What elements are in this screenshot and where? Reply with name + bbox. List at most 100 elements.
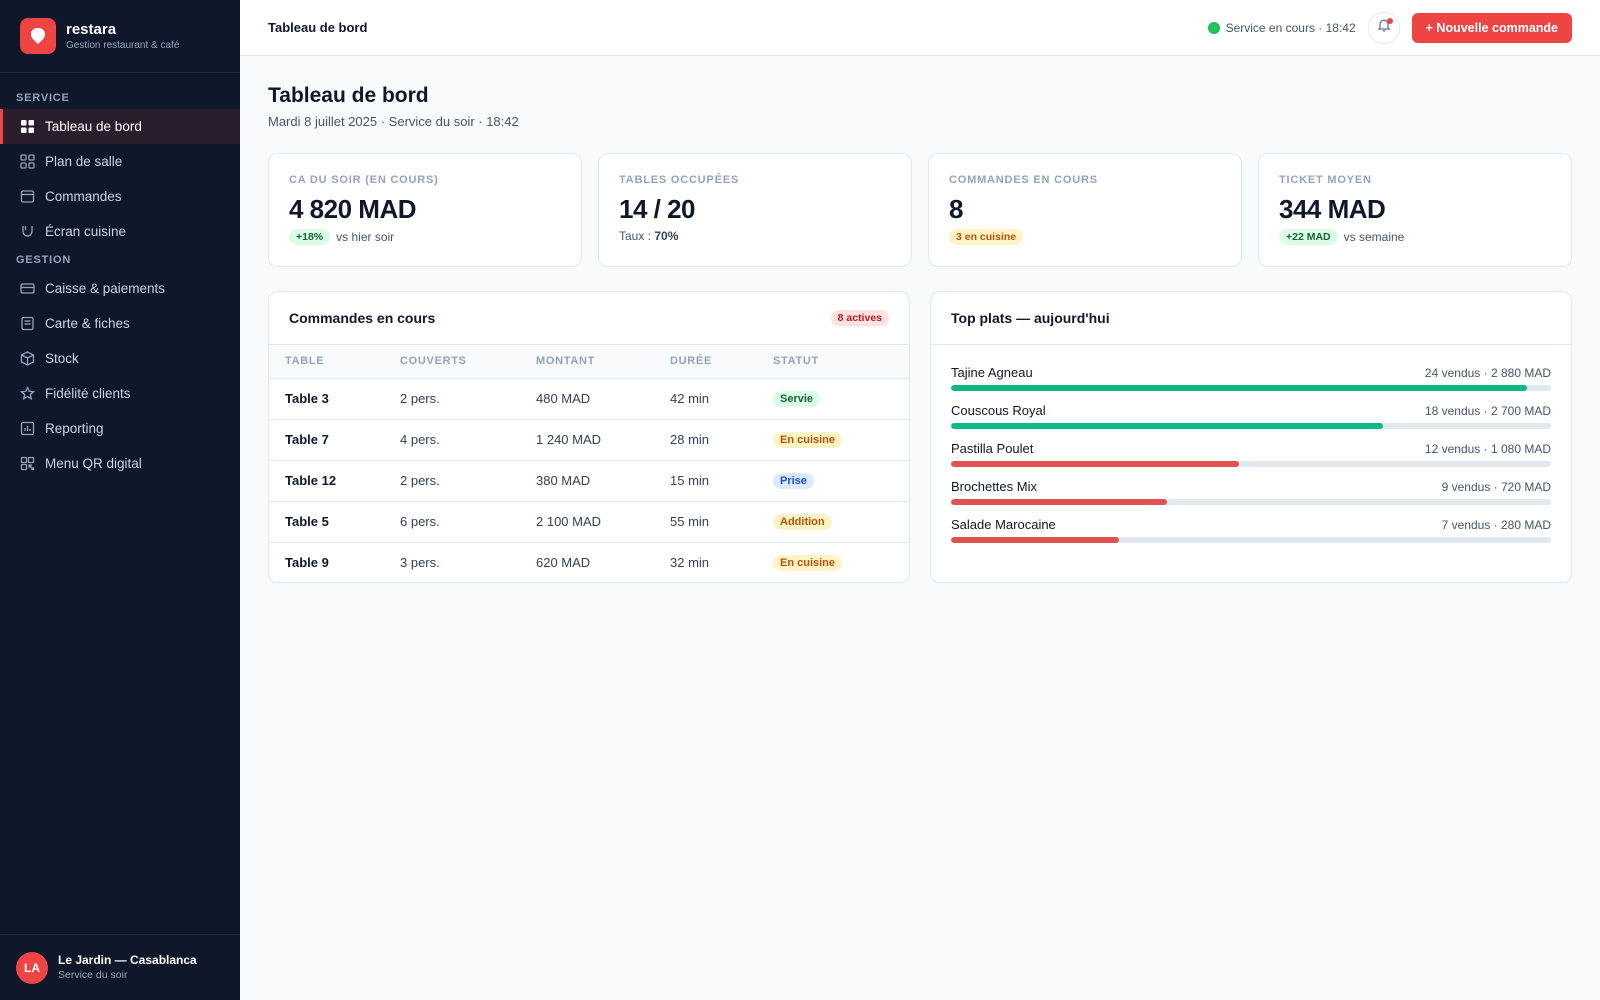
menu-card-icon (20, 316, 35, 331)
list-item: Brochettes Mix 9 vendus · 720 MAD (951, 479, 1551, 505)
restara-logo-icon (20, 18, 56, 54)
kpi-value: 4 820 MAD (289, 194, 417, 224)
kpi-card-orders: COMMANDES EN COURS 8 3 en cuisine (928, 153, 1242, 267)
orders-card-title: Commandes en cours (289, 310, 436, 326)
column-header[interactable]: TABLE (269, 345, 384, 379)
table-row[interactable]: Table 12 2 pers. 380 MAD 15 min Prise (269, 460, 909, 502)
order-duration: 55 min (654, 501, 757, 543)
order-amount: 2 100 MAD (520, 501, 654, 543)
sidebar-item-menu-qr[interactable]: Menu QR digital (0, 446, 240, 481)
dish-stat: 12 vendus · 1 080 MAD (1424, 441, 1551, 456)
orders-card: Commandes en cours 8 actives TABLE COUVE… (268, 291, 910, 583)
kpi-row: CA DU SOIR (EN COURS) 4 820 MAD +18% vs … (268, 153, 1572, 267)
dish-progress-bar (951, 423, 1551, 429)
kpi-kitchen-badge: 3 en cuisine (949, 229, 1024, 245)
nav-section-service: SERVICE (16, 92, 70, 104)
dish-progress-fill (951, 423, 1383, 429)
brand-tagline: Gestion restaurant & café (66, 39, 180, 51)
status-dot-icon (1207, 21, 1220, 34)
dish-progress-bar (951, 537, 1551, 543)
order-amount: 480 MAD (520, 378, 654, 420)
sidebar-item-commandes[interactable]: Commandes (0, 179, 240, 214)
nav-section-gestion: GESTION (16, 254, 72, 266)
order-duration: 32 min (670, 555, 710, 571)
order-table: Table 7 (269, 419, 384, 461)
status-badge: En cuisine (773, 555, 843, 572)
sidebar-item-label: Fidélité clients (45, 386, 131, 401)
main-content: Tableau de bord Mardi 8 juillet 2025 · S… (240, 56, 1600, 1000)
star-icon (20, 386, 35, 401)
dish-name: Couscous Royal (951, 403, 1046, 418)
order-table: Table 3 (269, 378, 384, 420)
kpi-value: 344 MAD (1279, 194, 1386, 224)
sidebar-item-label: Commandes (45, 189, 122, 204)
active-orders-badge: 8 actives (830, 310, 889, 326)
order-amount: 620 MAD (536, 555, 591, 571)
dish-name: Pastilla Poulet (951, 441, 1034, 456)
brand-name: restara (66, 20, 117, 38)
box-icon (20, 351, 35, 366)
sidebar-item-label: Caisse & paiements (45, 281, 166, 296)
sidebar-item-caisse-paiements[interactable]: Caisse & paiements (0, 271, 240, 306)
sidebar-item-ecran-cuisine[interactable]: Écran cuisine (0, 214, 240, 249)
column-header[interactable]: DURÉE (654, 345, 757, 379)
new-order-button[interactable]: + Nouvelle commande (1411, 12, 1572, 43)
table-row[interactable]: Table 9 3 pers. 620 MAD 32 min En cuisin… (269, 542, 909, 582)
status-badge: Servie (773, 391, 821, 407)
dish-stat: 9 vendus · 720 MAD (1441, 479, 1551, 494)
sidebar-item-carte-fiches[interactable]: Carte & fiches (0, 306, 240, 341)
sidebar-item-reporting[interactable]: Reporting (0, 411, 240, 446)
sidebar-item-label: Menu QR digital (45, 456, 142, 471)
kpi-value: 8 (949, 194, 963, 224)
service-status: Service en cours · 18:42 (1207, 21, 1356, 35)
order-covers: 2 pers. (384, 378, 520, 420)
table-row[interactable]: Table 7 4 pers. 1 240 MAD 28 min En cuis… (269, 419, 909, 461)
list-item: Salade Marocaine 7 vendus · 280 MAD (951, 517, 1551, 543)
sidebar-item-fidelite-clients[interactable]: Fidélité clients (0, 376, 240, 411)
topbar-title: Tableau de bord (268, 20, 368, 35)
kpi-trend-badge: +18% (289, 229, 331, 245)
order-covers: 3 pers. (400, 555, 440, 571)
sidebar-item-label: Tableau de bord (45, 119, 142, 134)
kpi-card-avg-ticket: TICKET MOYEN 344 MAD +22 MAD vs semaine (1258, 153, 1572, 267)
column-header[interactable]: COUVERTS (384, 345, 520, 379)
sidebar-item-label: Stock (45, 351, 79, 366)
dish-name: Brochettes Mix (951, 479, 1037, 494)
kpi-label: CA DU SOIR (EN COURS) (289, 174, 439, 186)
restaurant-switcher[interactable]: LA Le Jardin — Casablanca Service du soi… (0, 934, 240, 1000)
sidebar-item-label: Écran cuisine (45, 224, 127, 239)
column-header[interactable]: MONTANT (520, 345, 654, 379)
page-subtitle: Mardi 8 juillet 2025 · Service du soir ·… (268, 114, 519, 129)
kpi-meta: vs hier soir (336, 230, 395, 244)
dish-progress-fill (951, 461, 1239, 467)
table-row[interactable]: Table 5 6 pers. 2 100 MAD 55 min Additio… (269, 501, 909, 543)
sidebar-item-tableau-de-bord[interactable]: Tableau de bord (0, 109, 240, 144)
top-dishes-card: Top plats — aujourd'hui Tajine Agneau 24… (930, 291, 1572, 583)
avatar: LA (16, 951, 48, 984)
page-title: Tableau de bord (268, 84, 429, 107)
topbar: Tableau de bord Service en cours · 18:42… (240, 0, 1600, 56)
floor-plan-icon (20, 154, 35, 169)
kpi-value: 14 / 20 (619, 194, 696, 224)
dish-name: Salade Marocaine (951, 517, 1056, 532)
table-row[interactable]: Table 3 2 pers. 480 MAD 42 min Servie (269, 378, 909, 420)
status-badge: Addition (773, 514, 832, 530)
order-table: Table 12 (269, 460, 384, 502)
notifications-button[interactable] (1367, 11, 1400, 44)
column-header[interactable]: STATUT (757, 345, 909, 379)
brand[interactable]: restara Gestion restaurant & café (0, 0, 240, 73)
order-covers: 6 pers. (384, 501, 520, 543)
dish-stat: 18 vendus · 2 700 MAD (1424, 403, 1551, 418)
order-covers: 4 pers. (384, 419, 520, 461)
sidebar-item-plan-de-salle[interactable]: Plan de salle (0, 144, 240, 179)
kpi-label: TICKET MOYEN (1279, 174, 1372, 186)
kpi-label: TABLES OCCUPÉES (619, 174, 739, 186)
dish-progress-fill (951, 537, 1119, 543)
sidebar-item-label: Plan de salle (45, 154, 123, 169)
top-dishes-title: Top plats — aujourd'hui (951, 310, 1110, 326)
bell-icon (1377, 18, 1391, 37)
order-covers: 2 pers. (384, 460, 520, 502)
sidebar-item-stock[interactable]: Stock (0, 341, 240, 376)
sidebar-item-label: Carte & fiches (45, 316, 130, 331)
list-item: Tajine Agneau 24 vendus · 2 880 MAD (951, 365, 1551, 391)
